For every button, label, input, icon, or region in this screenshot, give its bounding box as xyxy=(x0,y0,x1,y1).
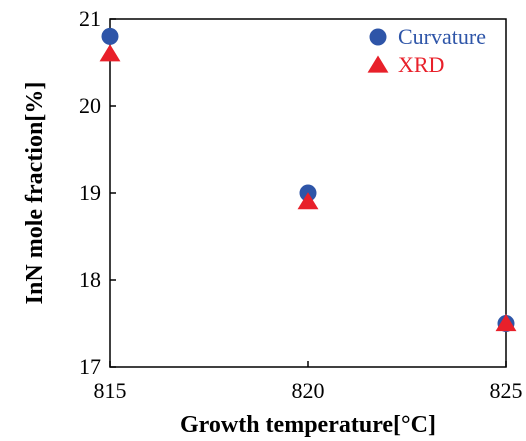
y-tick-label: 18 xyxy=(79,267,101,292)
x-tick-label: 815 xyxy=(94,378,127,403)
x-tick-label: 820 xyxy=(292,378,325,403)
xrd-point xyxy=(100,44,121,61)
y-tick-label: 21 xyxy=(79,6,101,31)
y-tick-label: 17 xyxy=(79,354,101,379)
xrd-legend-label: XRD xyxy=(398,52,444,77)
y-axis-title: InN mole fraction[%] xyxy=(22,82,48,305)
x-axis-title: Growth temperature[°C] xyxy=(180,412,436,438)
curvature-legend-label: Curvature xyxy=(398,24,486,49)
data-points xyxy=(100,28,517,332)
legend: Curvature XRD xyxy=(368,24,486,77)
xrd-legend-marker xyxy=(368,56,389,73)
curvature-legend-marker xyxy=(370,29,387,46)
y-tick-label: 20 xyxy=(79,93,101,118)
curvature-point xyxy=(102,28,119,45)
x-tick-label: 825 xyxy=(490,378,523,403)
y-tick-label: 19 xyxy=(79,180,101,205)
